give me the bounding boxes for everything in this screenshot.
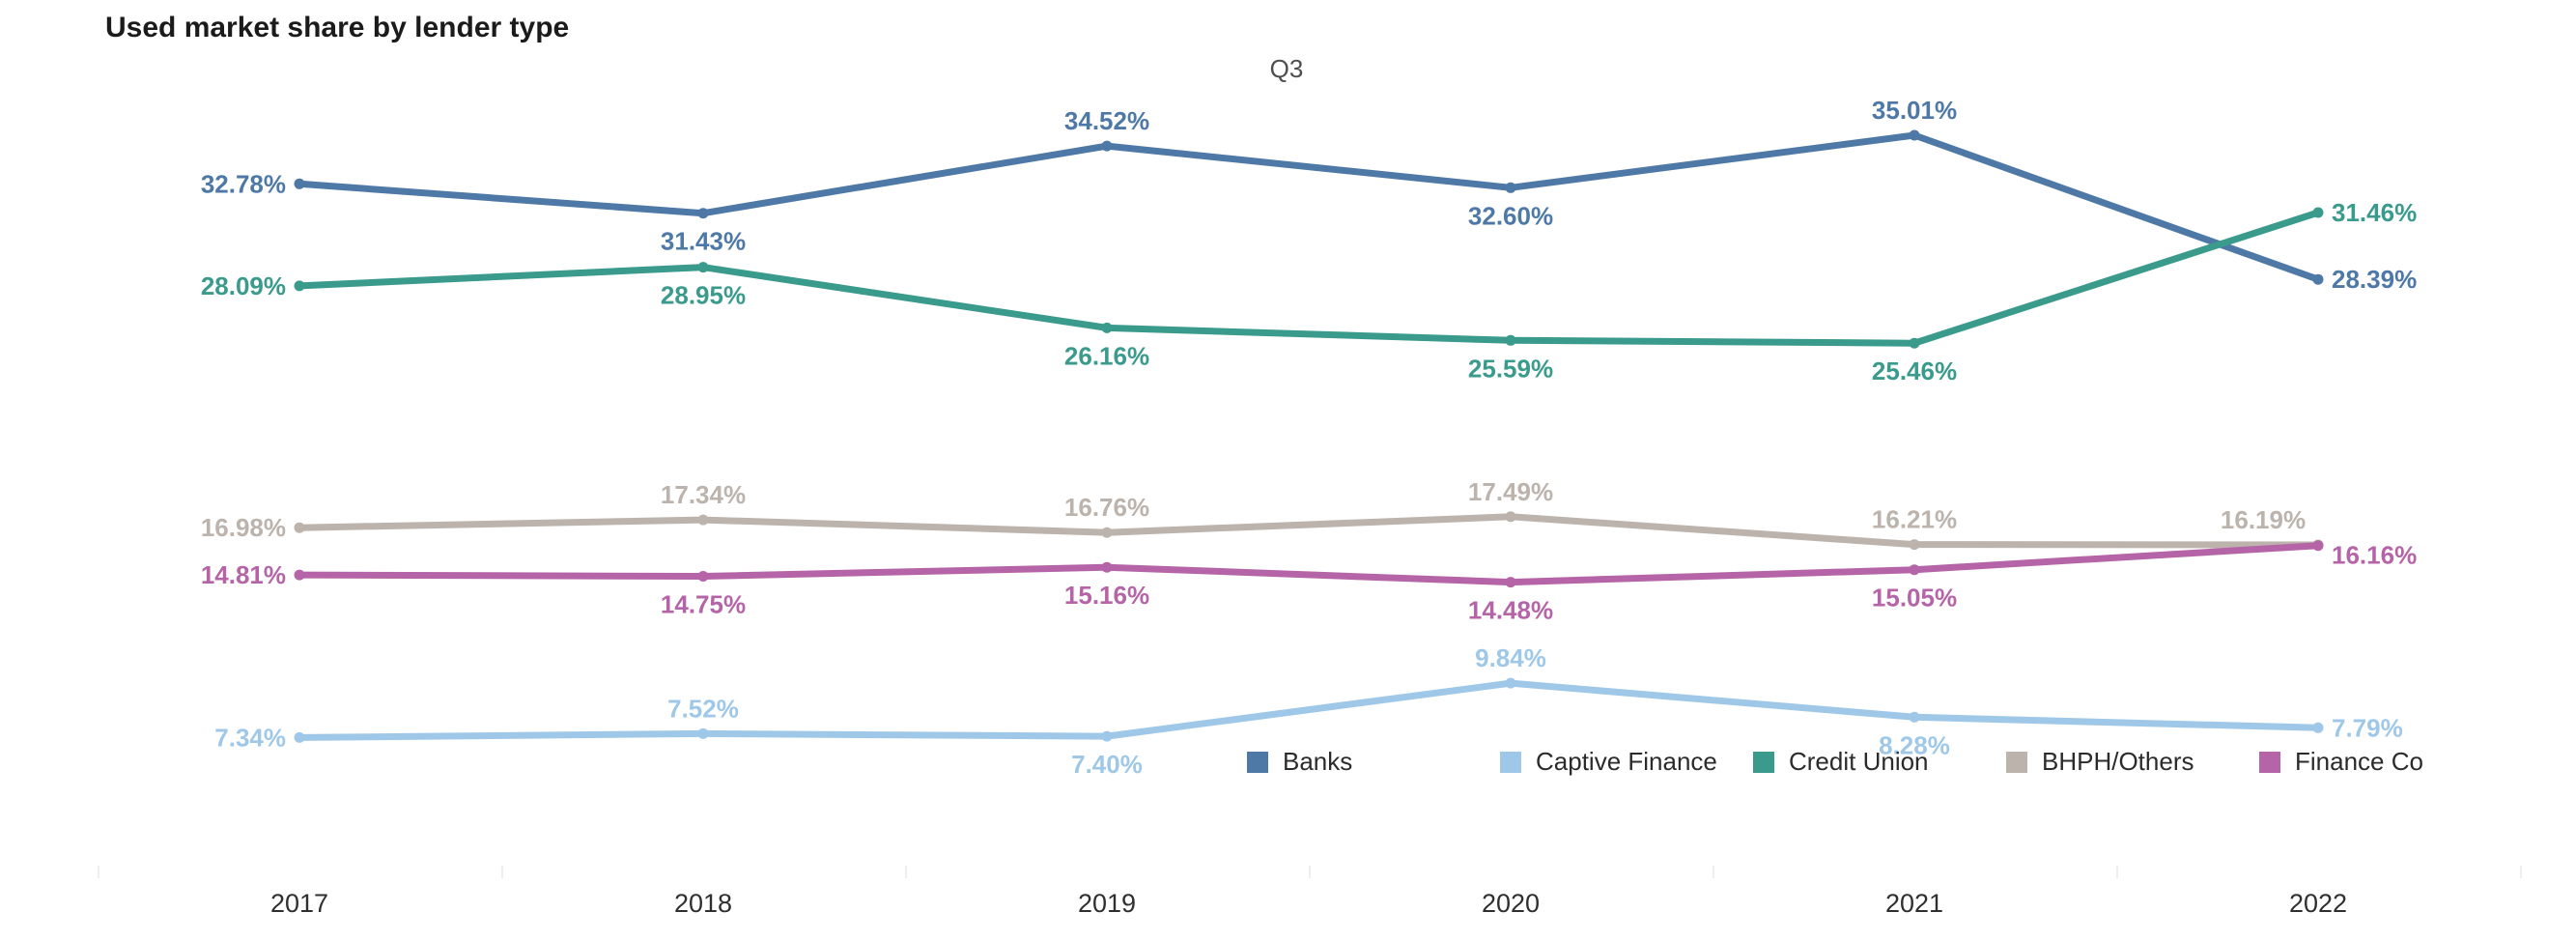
data-label-captive-finance-2018: 7.52% — [667, 694, 739, 723]
data-label-banks-2021: 35.01% — [1872, 96, 1957, 125]
axis-tick — [98, 866, 99, 878]
data-point-banks-2022[interactable] — [2312, 273, 2324, 285]
data-label-bhph-others-2020: 17.49% — [1468, 477, 1553, 506]
legend-swatch-finance-co — [2259, 751, 2280, 773]
legend-item-captive-finance[interactable]: Captive Finance — [1500, 747, 1753, 777]
data-label-bhph-others-2022: 16.19% — [2221, 505, 2306, 534]
legend-swatch-bhph-others — [2006, 751, 2027, 773]
quarter-annotation: Q3 — [1269, 54, 1304, 83]
series-line-credit-union — [296, 209, 2322, 347]
data-label-captive-finance-2017: 7.34% — [214, 723, 286, 752]
data-point-banks-2018[interactable] — [697, 208, 709, 219]
data-point-bhph-others-2020[interactable] — [1505, 511, 1516, 523]
legend-label-credit-union: Credit Union — [1789, 747, 1929, 776]
data-label-banks-2022: 28.39% — [2332, 265, 2417, 294]
data-label-finance-co-2020: 14.48% — [1468, 596, 1553, 625]
axis-tick — [1713, 866, 1714, 878]
data-point-banks-2017[interactable] — [294, 178, 305, 189]
axis-tick — [1309, 866, 1311, 878]
data-label-captive-finance-2021: 8.28% — [1879, 730, 1950, 759]
legend-item-finance-co[interactable]: Finance Co — [2259, 747, 2512, 777]
data-label-credit-union-2018: 28.95% — [661, 281, 746, 310]
data-point-bhph-others-2017[interactable] — [294, 522, 305, 533]
series-line-captive-finance — [296, 679, 2322, 741]
legend: Banks Captive Finance Credit Union BHPH/Oth… — [1247, 747, 2512, 777]
legend-swatch-captive-finance — [1500, 751, 1521, 773]
x-axis-label-2018: 2018 — [673, 889, 733, 918]
data-label-bhph-others-2021: 16.21% — [1872, 505, 1957, 534]
data-label-bhph-others-2017: 16.98% — [201, 513, 286, 542]
data-point-bhph-others-2018[interactable] — [697, 514, 709, 526]
data-point-credit-union-2022[interactable] — [2312, 207, 2324, 218]
legend-item-banks[interactable]: Banks — [1247, 747, 1500, 777]
legend-label-finance-co: Finance Co — [2295, 747, 2423, 776]
data-point-bhph-others-2019[interactable] — [1101, 527, 1113, 538]
data-label-captive-finance-2019: 7.40% — [1071, 750, 1143, 779]
data-point-credit-union-2020[interactable] — [1505, 334, 1516, 346]
data-point-captive-finance-2017[interactable] — [294, 731, 305, 743]
data-point-finance-co-2018[interactable] — [697, 571, 709, 582]
data-point-credit-union-2021[interactable] — [1909, 337, 1920, 349]
legend-item-credit-union[interactable]: Credit Union — [1753, 747, 2006, 777]
data-label-finance-co-2019: 15.16% — [1064, 581, 1149, 610]
data-point-bhph-others-2021[interactable] — [1909, 539, 1920, 551]
series-line-bhph-others — [296, 513, 2322, 549]
data-point-credit-union-2017[interactable] — [294, 280, 305, 292]
x-axis-label-2020: 2020 — [1481, 889, 1541, 918]
legend-item-bhph-others[interactable]: BHPH/Others — [2006, 747, 2259, 777]
data-point-banks-2019[interactable] — [1101, 140, 1113, 152]
data-label-banks-2019: 34.52% — [1064, 106, 1149, 135]
data-point-finance-co-2019[interactable] — [1101, 561, 1113, 573]
series-line-finance-co — [296, 542, 2322, 586]
data-point-banks-2020[interactable] — [1505, 182, 1516, 193]
data-point-captive-finance-2021[interactable] — [1909, 711, 1920, 723]
x-axis-label-2019: 2019 — [1077, 889, 1137, 918]
data-label-finance-co-2017: 14.81% — [201, 560, 286, 589]
data-label-bhph-others-2018: 17.34% — [661, 480, 746, 509]
data-label-banks-2018: 31.43% — [661, 227, 746, 256]
legend-label-captive-finance: Captive Finance — [1536, 747, 1717, 776]
legend-label-bhph-others: BHPH/Others — [2042, 747, 2194, 776]
axis-tick — [2520, 866, 2522, 878]
data-label-credit-union-2022: 31.46% — [2332, 198, 2417, 227]
data-label-credit-union-2019: 26.16% — [1064, 341, 1149, 370]
data-label-finance-co-2021: 15.05% — [1872, 584, 1957, 613]
axis-tick — [905, 866, 907, 878]
data-label-captive-finance-2022: 7.79% — [2332, 713, 2403, 742]
legend-swatch-credit-union — [1753, 751, 1774, 773]
data-label-finance-co-2018: 14.75% — [661, 590, 746, 619]
data-point-captive-finance-2019[interactable] — [1101, 730, 1113, 742]
data-point-finance-co-2020[interactable] — [1505, 577, 1516, 588]
data-label-banks-2017: 32.78% — [201, 169, 286, 198]
axis-tick — [501, 866, 503, 878]
data-point-credit-union-2018[interactable] — [697, 262, 709, 273]
data-label-finance-co-2022: 16.16% — [2332, 541, 2417, 570]
data-label-banks-2020: 32.60% — [1468, 201, 1553, 230]
x-axis-label-2017: 2017 — [269, 889, 329, 918]
series-line-banks — [296, 131, 2322, 283]
data-point-finance-co-2017[interactable] — [294, 569, 305, 581]
data-point-finance-co-2022[interactable] — [2312, 540, 2324, 552]
data-point-captive-finance-2020[interactable] — [1505, 677, 1516, 689]
data-point-captive-finance-2022[interactable] — [2312, 722, 2324, 733]
chart-title: Used market share by lender type — [105, 12, 570, 43]
data-label-credit-union-2020: 25.59% — [1468, 354, 1553, 383]
x-axis-label-2022: 2022 — [2288, 889, 2348, 918]
data-label-bhph-others-2019: 16.76% — [1064, 493, 1149, 522]
data-point-finance-co-2021[interactable] — [1909, 564, 1920, 576]
legend-label-banks: Banks — [1283, 747, 1353, 776]
data-point-captive-finance-2018[interactable] — [697, 727, 709, 739]
data-label-captive-finance-2020: 9.84% — [1475, 643, 1546, 672]
data-point-banks-2021[interactable] — [1909, 129, 1920, 141]
legend-swatch-banks — [1247, 751, 1268, 773]
data-point-credit-union-2019[interactable] — [1101, 322, 1113, 333]
axis-tick — [2116, 866, 2118, 878]
data-label-credit-union-2021: 25.46% — [1872, 356, 1957, 385]
data-label-credit-union-2017: 28.09% — [201, 271, 286, 300]
x-axis-label-2021: 2021 — [1884, 889, 1944, 918]
